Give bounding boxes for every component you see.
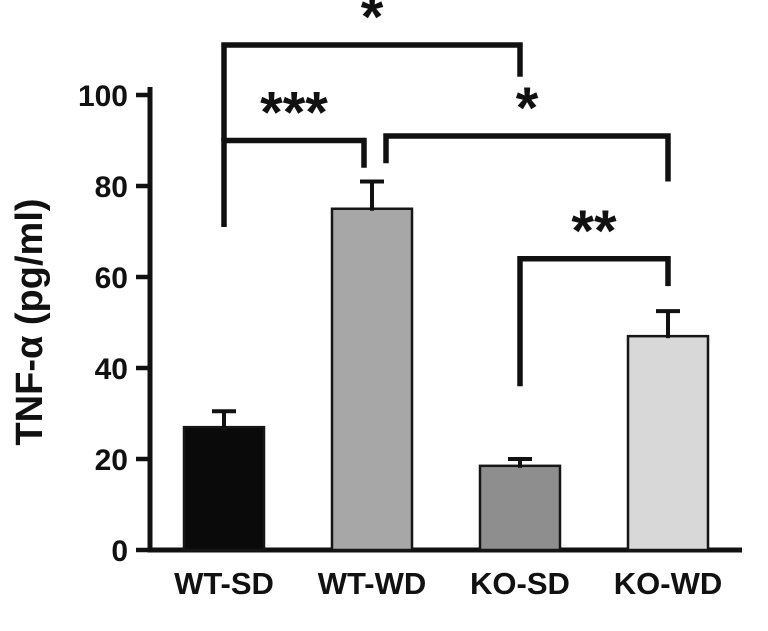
y-tick-label: 40 xyxy=(95,353,128,386)
category-label-wt-sd: WT-SD xyxy=(174,566,274,601)
significance-label-3: ** xyxy=(571,199,617,264)
y-axis-title: TNF-α (pg/ml) xyxy=(9,198,51,445)
significance-label-0: *** xyxy=(260,81,328,146)
y-tick-label: 80 xyxy=(95,171,128,204)
y-tick-label: 60 xyxy=(95,262,128,295)
significance-bracket-2 xyxy=(383,133,671,182)
category-label-wt-wd: WT-WD xyxy=(318,566,426,601)
bar-wt-wd xyxy=(330,207,414,552)
significance-bracket-3 xyxy=(517,256,671,387)
category-label-ko-sd: KO-SD xyxy=(470,566,570,601)
bar-wt-sd xyxy=(182,425,266,552)
category-label-ko-wd: KO-WD xyxy=(614,566,722,601)
significance-label-1: * xyxy=(361,0,384,50)
bar-ko-sd xyxy=(478,464,562,552)
y-tick-label: 0 xyxy=(111,535,128,568)
bar-ko-wd xyxy=(626,334,710,552)
y-tick-label: 100 xyxy=(78,80,128,113)
y-tick-label: 20 xyxy=(95,444,128,477)
significance-bracket-1 xyxy=(221,42,523,141)
significance-bracket-0 xyxy=(221,137,367,227)
significance-label-2: * xyxy=(516,76,539,141)
